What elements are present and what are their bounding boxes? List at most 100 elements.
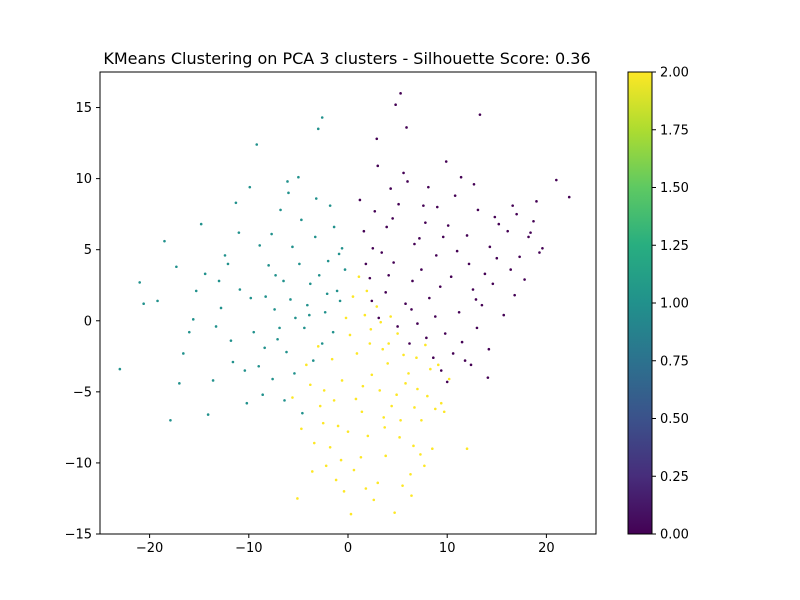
- points-layer: [118, 92, 571, 516]
- scatter-point: [214, 325, 218, 328]
- scatter-point: [445, 380, 449, 384]
- scatter-point: [402, 171, 405, 175]
- scatter-point: [502, 313, 506, 317]
- scatter-point: [447, 377, 451, 381]
- scatter-point: [376, 164, 380, 168]
- scatter-point: [308, 313, 311, 317]
- scatter-point: [334, 478, 338, 482]
- colorbar-tick-label: 0.75: [660, 354, 689, 369]
- scatter-point: [355, 352, 359, 355]
- scatter-point: [318, 404, 322, 408]
- scatter-point: [309, 383, 312, 387]
- scatter-point: [493, 215, 497, 219]
- scatter-point: [506, 229, 510, 233]
- scatter-point: [316, 127, 320, 131]
- y-tick-label: 10: [75, 172, 92, 187]
- scatter-point: [270, 232, 273, 236]
- scatter-point: [487, 347, 491, 351]
- scatter-point: [335, 289, 339, 293]
- scatter-point: [364, 262, 368, 266]
- scatter-point: [358, 198, 362, 202]
- scatter-point: [465, 234, 469, 237]
- scatter-point: [348, 333, 352, 337]
- scatter-point: [296, 497, 299, 500]
- scatter-point: [182, 352, 185, 355]
- scatter-point: [229, 339, 233, 342]
- scatter-point: [396, 325, 399, 328]
- scatter-point: [406, 180, 409, 183]
- scatter-point: [495, 256, 499, 260]
- colorbar-ticks: 0.00 0.25 0.50 0.75 1.00 1.25 1.50 1.75 2.00: [652, 66, 689, 543]
- scatter-point: [169, 418, 172, 422]
- scatter-point: [349, 512, 353, 516]
- scatter-point: [432, 356, 435, 360]
- scatter-point: [366, 434, 370, 438]
- scatter-point: [340, 379, 344, 382]
- colorbar-tick-label: 2.00: [660, 66, 689, 81]
- scatter-point: [289, 298, 292, 301]
- scatter-point: [118, 367, 122, 371]
- scatter-point: [391, 217, 394, 220]
- scatter-point: [309, 282, 312, 286]
- scatter-point: [194, 289, 198, 293]
- scatter-point: [300, 218, 303, 222]
- scatter-point: [163, 239, 166, 243]
- scatter-point: [480, 303, 484, 307]
- scatter-point: [368, 342, 372, 345]
- x-tick-label: 20: [538, 541, 555, 556]
- scatter-point: [422, 204, 425, 207]
- scatter-point: [416, 322, 419, 325]
- scatter-point: [404, 302, 407, 306]
- scatter-point: [392, 261, 395, 264]
- scatter-point: [541, 246, 544, 250]
- scatter-point: [460, 340, 464, 344]
- scatter-point: [337, 252, 341, 256]
- scatter-point: [399, 92, 402, 95]
- scatter-point: [425, 336, 428, 340]
- scatter-point: [486, 376, 490, 379]
- scatter-point: [340, 246, 344, 250]
- scatter-point: [471, 288, 475, 291]
- scatter-point: [434, 315, 437, 318]
- scatter-point: [257, 364, 261, 368]
- y-tick-label: 0: [84, 314, 92, 329]
- scatter-point: [375, 137, 379, 141]
- colorbar-tick-label: 1.00: [660, 297, 689, 312]
- scatter-point: [442, 410, 446, 414]
- scatter-point: [439, 369, 443, 372]
- scatter-point: [285, 350, 288, 354]
- scatter-point: [352, 468, 356, 472]
- scatter-point: [359, 455, 363, 459]
- scatter-point: [409, 473, 412, 476]
- scatter-point: [535, 200, 538, 203]
- scatter-point: [451, 352, 455, 355]
- scatter-point: [463, 359, 467, 362]
- scatter-point: [467, 262, 471, 266]
- scatter-point: [291, 396, 294, 399]
- scatter-point: [410, 308, 413, 311]
- scatter-point: [381, 347, 385, 351]
- scatter-point: [401, 484, 404, 487]
- scatter-point: [368, 276, 372, 280]
- scatter-point: [264, 295, 267, 298]
- scatter-point: [339, 458, 343, 462]
- y-tick-label: −5: [73, 385, 92, 400]
- scatter-point: [255, 143, 259, 146]
- scatter-point: [330, 357, 334, 361]
- scatter-point: [178, 382, 181, 385]
- x-tick-label: −10: [235, 541, 262, 556]
- scatter-point: [446, 224, 450, 227]
- scatter-point: [138, 281, 141, 284]
- scatter-point: [191, 318, 195, 321]
- scatter-point: [238, 288, 242, 291]
- y-tick-label: −15: [65, 528, 92, 543]
- scatter-point: [469, 363, 473, 367]
- scatter-point: [383, 426, 387, 429]
- colorbar: [627, 71, 653, 535]
- scatter-point: [243, 369, 247, 372]
- scatter-point: [413, 406, 416, 409]
- scatter-point: [328, 445, 332, 449]
- scatter-point: [390, 404, 393, 408]
- scatter-point: [237, 231, 241, 234]
